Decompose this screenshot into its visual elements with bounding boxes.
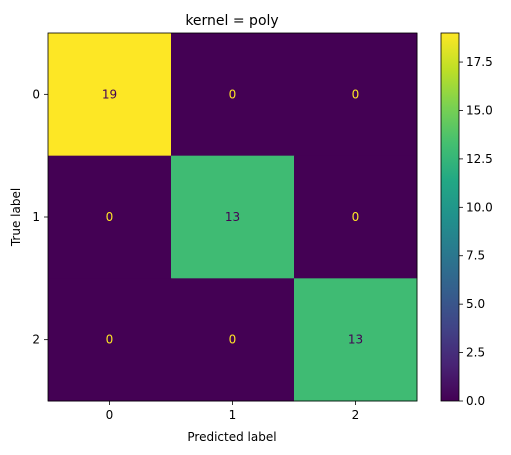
- cell-value-label: 0: [229, 87, 237, 101]
- cell-value-label: 0: [106, 210, 114, 224]
- y-tick-label: 1: [32, 210, 40, 224]
- cell-value-label: 0: [352, 87, 360, 101]
- x-tick-label: 0: [106, 408, 114, 422]
- colorbar: [441, 33, 459, 401]
- cell-value-label: 13: [348, 333, 363, 347]
- y-axis-ticks: 0 1 2: [32, 87, 48, 346]
- colorbar-tick-label: 17.5: [466, 55, 493, 69]
- x-tick-label: 1: [229, 408, 237, 422]
- y-tick-label: 0: [32, 87, 40, 101]
- cell-value-label: 0: [352, 210, 360, 224]
- x-tick-label: 2: [352, 408, 360, 422]
- x-axis-ticks: 0 1 2: [106, 401, 360, 422]
- colorbar-ticks: 0.0 2.5 5.0 7.5 10.0 12.5 15.0 17.5: [459, 55, 493, 408]
- colorbar-tick-label: 2.5: [466, 346, 485, 360]
- cell-value-label: 0: [106, 333, 114, 347]
- y-tick-label: 2: [32, 333, 40, 347]
- y-axis-label: True label: [9, 188, 23, 247]
- cell-value-label: 13: [225, 210, 240, 224]
- colorbar-tick-label: 7.5: [466, 249, 485, 263]
- x-axis-label: Predicted label: [187, 430, 276, 444]
- chart-title: kernel = poly: [185, 13, 278, 29]
- cell-value-label: 0: [229, 333, 237, 347]
- colorbar-tick-label: 5.0: [466, 297, 485, 311]
- colorbar-tick-label: 10.0: [466, 200, 493, 214]
- colorbar-tick-label: 12.5: [466, 152, 493, 166]
- colorbar-tick-label: 0.0: [466, 394, 485, 408]
- colorbar-tick-label: 15.0: [466, 103, 493, 117]
- cell-value-label: 19: [102, 87, 117, 101]
